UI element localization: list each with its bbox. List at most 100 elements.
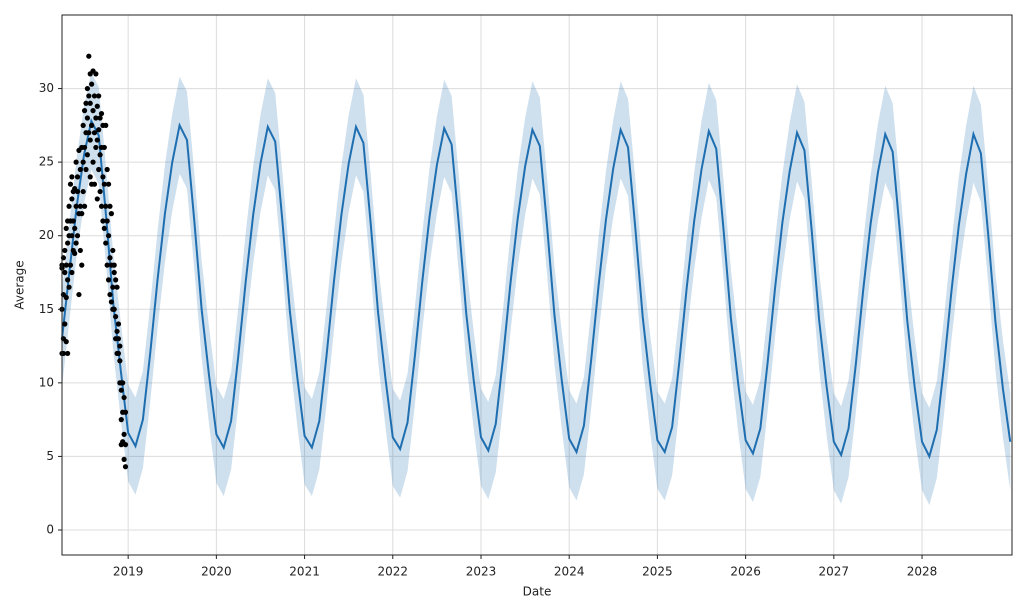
observed-point [107, 203, 113, 209]
observed-point [97, 115, 103, 121]
x-tick-label: 2023 [466, 565, 497, 579]
observed-point [100, 218, 106, 224]
observed-point [121, 456, 127, 462]
observed-point [93, 71, 99, 77]
forecast-line [61, 117, 1012, 460]
observed-point [115, 321, 122, 327]
observed-point [111, 269, 117, 276]
observed-point [111, 262, 117, 268]
observed-point [122, 442, 129, 448]
observed-point [81, 108, 88, 114]
observed-point [84, 85, 91, 92]
y-tick-label: 30 [39, 81, 54, 95]
observed-point [89, 122, 95, 128]
observed-point [86, 53, 92, 59]
y-tick-label: 10 [39, 375, 54, 389]
observed-point [67, 262, 74, 268]
observed-point [86, 93, 92, 99]
observed-point [94, 196, 100, 202]
observed-point [87, 174, 93, 180]
observed-point [73, 159, 79, 165]
observed-point [120, 380, 126, 386]
observed-point [111, 306, 117, 312]
observed-point [97, 152, 103, 158]
observed-point [62, 321, 68, 327]
observed-point [117, 343, 123, 349]
observed-point [110, 284, 116, 290]
observed-point [80, 122, 86, 128]
observed-point [65, 240, 71, 246]
observed-point [90, 108, 96, 114]
observed-point [113, 277, 119, 283]
observed-point [118, 387, 124, 393]
observed-point [74, 233, 81, 239]
plot-frame [61, 14, 1013, 556]
observed-point [104, 262, 110, 268]
x-tick-label: 2025 [642, 565, 673, 579]
observed-point [81, 203, 88, 209]
observed-point [86, 130, 92, 136]
observed-point [104, 218, 110, 224]
observed-point [69, 196, 75, 202]
observed-point [93, 115, 99, 121]
observed-point [84, 152, 91, 158]
observed-point [63, 262, 69, 268]
x-tick-label: 2024 [554, 565, 585, 579]
observed-point [91, 93, 98, 99]
observed-point [96, 127, 102, 133]
observed-point [77, 166, 83, 173]
observed-point [73, 203, 79, 209]
observed-point [63, 225, 69, 231]
observed-point [107, 255, 113, 261]
observed-point [69, 233, 75, 239]
observed-point [94, 137, 100, 143]
observed-point [91, 130, 98, 136]
y-tick-label: 15 [39, 302, 54, 316]
observed-point [69, 269, 75, 276]
observed-point [79, 262, 85, 268]
observed-point [108, 299, 114, 305]
observed-point [105, 233, 112, 239]
observed-point [80, 159, 86, 165]
observed-point [63, 339, 69, 345]
observed-point [121, 394, 127, 401]
observed-point [101, 225, 107, 231]
observed-point [117, 358, 123, 364]
observed-point [79, 211, 85, 217]
observed-point [77, 203, 83, 209]
observed-point [100, 174, 106, 180]
observed-point [87, 137, 93, 143]
observed-point [114, 284, 120, 290]
observed-point [90, 159, 96, 165]
observed-point [122, 464, 129, 470]
observed-point [81, 144, 88, 151]
x-tick-label: 2026 [730, 565, 761, 579]
observed-point [76, 291, 82, 298]
observed-point [66, 284, 72, 290]
observed-point [101, 181, 107, 187]
y-axis-label: Average [13, 260, 27, 309]
observed-point [65, 277, 71, 283]
y-tick-label: 20 [39, 228, 54, 242]
observed-point [62, 247, 68, 254]
observed-point [72, 225, 78, 231]
observed-point [98, 110, 105, 117]
observed-point [103, 122, 109, 128]
observed-point [83, 166, 89, 173]
y-tick-label: 5 [46, 449, 54, 463]
observed-point [107, 291, 113, 298]
observed-point [83, 100, 89, 106]
observed-point [65, 350, 71, 357]
observed-point [72, 250, 78, 256]
observed-point [108, 211, 114, 217]
observed-point [103, 203, 109, 209]
x-tick-label: 2028 [907, 565, 938, 579]
y-tick-label: 25 [39, 155, 54, 169]
x-tick-label: 2022 [378, 565, 409, 579]
x-tick-label: 2027 [819, 565, 850, 579]
observed-point [73, 240, 79, 246]
observed-point [96, 166, 102, 173]
plot-area [59, 15, 1012, 555]
